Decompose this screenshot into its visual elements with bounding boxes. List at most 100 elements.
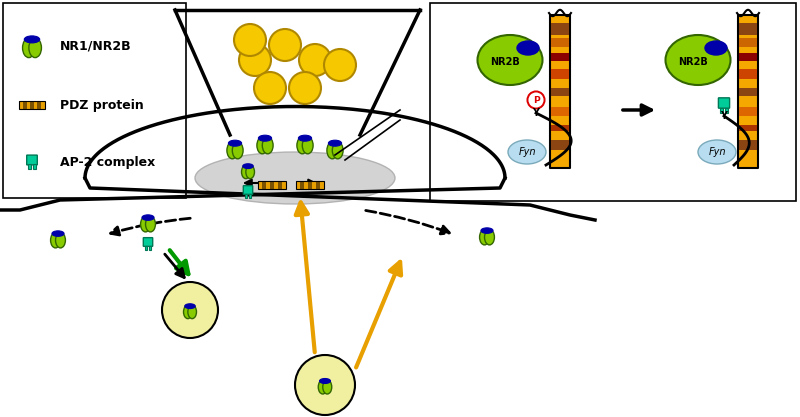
Bar (270, 181, 274, 189)
Bar (739, 68, 757, 79)
Bar (23, 101, 26, 109)
Ellipse shape (55, 233, 66, 248)
Bar (34, 101, 38, 109)
Bar (739, 38, 757, 47)
Bar (739, 23, 757, 35)
Text: P: P (533, 95, 539, 105)
Ellipse shape (332, 142, 343, 159)
Bar (258, 181, 262, 189)
Circle shape (289, 72, 321, 104)
Bar (245, 194, 247, 198)
Bar (41, 101, 45, 109)
Bar (258, 181, 286, 189)
Text: Y: Y (533, 108, 539, 118)
Ellipse shape (322, 380, 332, 394)
Ellipse shape (666, 35, 730, 85)
FancyBboxPatch shape (26, 155, 38, 165)
Bar (739, 53, 757, 61)
Bar (30, 101, 34, 109)
Ellipse shape (481, 228, 493, 234)
Ellipse shape (257, 137, 268, 154)
Ellipse shape (297, 137, 308, 154)
Ellipse shape (227, 142, 238, 159)
Circle shape (234, 24, 266, 56)
Bar (551, 141, 569, 150)
Bar (19, 101, 23, 109)
Ellipse shape (258, 135, 272, 141)
Ellipse shape (232, 142, 243, 159)
Ellipse shape (242, 165, 250, 178)
Bar (19, 101, 45, 109)
Text: Fyn: Fyn (518, 147, 536, 157)
Circle shape (254, 72, 286, 104)
Ellipse shape (262, 137, 273, 154)
Bar (320, 181, 323, 189)
Bar (249, 194, 251, 198)
Ellipse shape (29, 38, 42, 58)
Ellipse shape (302, 137, 313, 154)
Bar (551, 38, 569, 47)
Bar (551, 125, 569, 131)
Circle shape (299, 44, 331, 76)
Text: AP-2 complex: AP-2 complex (60, 156, 155, 168)
Bar (550, 15, 570, 168)
Ellipse shape (185, 304, 195, 309)
Bar (296, 181, 323, 189)
Bar (739, 107, 757, 116)
Bar (3, 3, 186, 198)
Bar (551, 88, 569, 96)
Ellipse shape (705, 41, 727, 55)
Bar (551, 23, 569, 35)
Ellipse shape (142, 215, 154, 220)
Ellipse shape (327, 142, 338, 159)
Text: NR2B: NR2B (490, 57, 520, 67)
Text: Y: Y (721, 111, 727, 121)
FancyBboxPatch shape (718, 98, 730, 108)
Ellipse shape (298, 135, 312, 141)
Bar (316, 181, 320, 189)
Ellipse shape (24, 36, 40, 43)
Bar (739, 125, 757, 131)
Text: PDZ protein: PDZ protein (60, 98, 144, 111)
Bar (278, 181, 282, 189)
Ellipse shape (508, 140, 546, 164)
Circle shape (162, 282, 218, 338)
Text: NR2B: NR2B (678, 57, 708, 67)
Bar (282, 181, 286, 189)
Bar (274, 181, 278, 189)
Circle shape (324, 49, 356, 81)
Circle shape (527, 91, 545, 108)
Bar (38, 101, 41, 109)
Ellipse shape (183, 305, 192, 319)
Ellipse shape (22, 38, 35, 58)
Bar (149, 246, 151, 250)
Ellipse shape (195, 152, 395, 204)
Ellipse shape (229, 140, 242, 146)
Ellipse shape (246, 165, 254, 178)
Ellipse shape (328, 140, 342, 146)
Bar (296, 181, 300, 189)
Bar (304, 181, 308, 189)
Text: Fyn: Fyn (708, 147, 726, 157)
Ellipse shape (242, 164, 254, 168)
Bar (739, 141, 757, 150)
Bar (29, 164, 31, 169)
Bar (430, 3, 796, 201)
FancyBboxPatch shape (243, 186, 253, 194)
Ellipse shape (146, 216, 155, 232)
Ellipse shape (50, 233, 61, 248)
Ellipse shape (188, 305, 197, 319)
Circle shape (239, 44, 271, 76)
Bar (738, 15, 758, 168)
Ellipse shape (517, 41, 539, 55)
Ellipse shape (698, 140, 736, 164)
Bar (551, 53, 569, 61)
Circle shape (295, 355, 355, 415)
FancyBboxPatch shape (143, 238, 153, 246)
Ellipse shape (141, 216, 150, 232)
Circle shape (269, 29, 301, 61)
Bar (551, 68, 569, 79)
Bar (551, 107, 569, 116)
Text: NR1/NR2B: NR1/NR2B (60, 40, 132, 53)
Bar (145, 246, 147, 250)
